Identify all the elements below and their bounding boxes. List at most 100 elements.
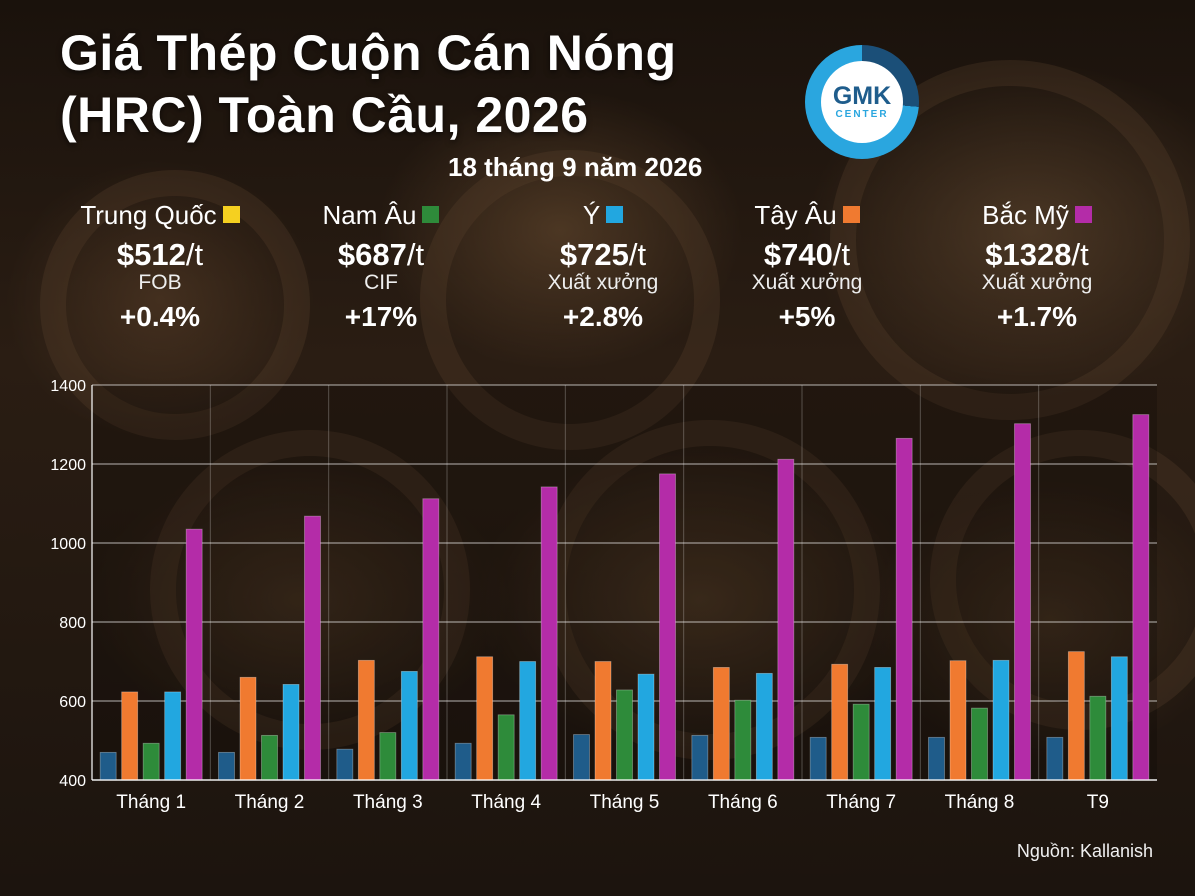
price-card-china: Trung Quốc $512/t FOB +0.4% — [45, 200, 275, 333]
bar — [540, 486, 558, 781]
x-tick-label: Tháng 7 — [826, 792, 896, 813]
bar — [357, 659, 375, 781]
bar — [852, 703, 870, 781]
bar — [304, 515, 321, 781]
bar — [971, 707, 988, 781]
bar — [497, 714, 515, 781]
x-tick-label: Tháng 5 — [590, 792, 660, 813]
card-change: +2.8% — [562, 301, 644, 332]
x-tick-label: T9 — [1087, 792, 1109, 813]
y-tick-label: 600 — [59, 694, 86, 711]
x-tick-label: Tháng 1 — [116, 792, 186, 813]
card-basis: Xuất xưởng — [981, 271, 1093, 294]
gmk-center-logo: GMK CENTER — [805, 45, 919, 159]
card-region: Bắc Mỹ — [982, 200, 1069, 230]
card-price-unit: /t — [185, 237, 204, 272]
y-tick-label: 800 — [59, 615, 86, 632]
source-note: Nguồn: Kallanish — [1016, 841, 1153, 861]
bar — [831, 663, 849, 781]
bar — [777, 458, 795, 781]
card-header: Trung Quốc — [45, 200, 275, 231]
price-card-north-america: Bắc Mỹ $1328/t Xuất xưởng +1.7% — [922, 200, 1152, 333]
price-card-western-europe: Tây Âu $740/t Xuất xưởng +5% — [692, 200, 922, 333]
card-header: Tây Âu — [692, 200, 922, 231]
y-tick-label: 1000 — [50, 536, 86, 553]
card-price: $512/t — [45, 237, 275, 273]
card-price-unit: /t — [406, 237, 425, 272]
bar — [1132, 414, 1150, 781]
bar — [454, 742, 472, 781]
card-price: $687/t — [266, 237, 496, 273]
bar — [637, 673, 655, 781]
bar — [400, 670, 418, 781]
bar — [422, 498, 440, 781]
logo-text: GMK — [832, 82, 892, 110]
bar — [691, 734, 709, 781]
x-tick-label: Tháng 2 — [235, 792, 305, 813]
card-price: $725/t — [488, 237, 718, 273]
card-header: Bắc Mỹ — [922, 200, 1152, 231]
card-price-unit: /t — [832, 237, 851, 272]
bar — [616, 689, 633, 781]
legend-swatch — [842, 206, 860, 223]
chart-title-line-1: Giá Thép Cuộn Cán Nóng — [60, 25, 677, 81]
bar — [164, 691, 182, 781]
y-tick-label: 1200 — [50, 457, 86, 474]
bar — [594, 661, 612, 781]
bar — [476, 656, 494, 781]
bar — [239, 676, 257, 781]
bar — [519, 661, 537, 781]
legend-swatch — [422, 206, 440, 223]
bar — [1046, 736, 1064, 781]
legend-swatch — [606, 206, 624, 223]
bar — [336, 748, 354, 781]
card-price-value: $512 — [116, 237, 186, 272]
bar — [895, 437, 913, 781]
card-price-value: $740 — [763, 237, 833, 272]
card-change: +1.7% — [996, 301, 1078, 332]
bar — [712, 667, 730, 781]
bar — [1089, 695, 1107, 781]
y-tick-label: 400 — [59, 773, 86, 790]
bar — [659, 473, 676, 781]
bar — [261, 734, 278, 781]
bar — [379, 732, 397, 781]
chart-title-line-2: (HRC) Toàn Cầu, 2026 — [60, 87, 589, 143]
bar — [282, 684, 300, 781]
card-header: Nam Âu — [266, 200, 496, 231]
chart-title: Giá Thép Cuộn Cán Nóng (HRC) Toàn Cầu, 2… — [60, 22, 760, 146]
chart-date: 18 tháng 9 năm 2026 — [448, 152, 703, 182]
card-basis: CIF — [364, 271, 398, 294]
bar — [992, 659, 1010, 781]
card-change: +17% — [344, 301, 418, 332]
legend-swatch — [222, 206, 240, 223]
bar — [928, 736, 945, 781]
logo-badge: GMK CENTER — [821, 61, 903, 143]
card-region: Nam Âu — [322, 200, 417, 230]
y-tick-label: 1400 — [50, 378, 86, 395]
card-region: Trung Quốc — [80, 200, 217, 230]
bar — [185, 528, 203, 781]
card-header: Ý — [488, 200, 718, 231]
bar — [874, 667, 892, 781]
card-price-value: $1328 — [985, 237, 1072, 272]
card-basis: Xuất xưởng — [751, 271, 863, 294]
card-region: Ý — [582, 200, 601, 230]
x-tick-label: Tháng 6 — [708, 792, 778, 813]
card-price: $1328/t — [922, 237, 1152, 273]
card-price: $740/t — [692, 237, 922, 273]
legend-swatch — [1074, 206, 1092, 223]
x-tick-label: Tháng 8 — [945, 792, 1015, 813]
price-card-southern-europe: Nam Âu $687/t CIF +17% — [266, 200, 496, 333]
bar — [949, 660, 967, 781]
bar — [734, 699, 752, 781]
bar — [573, 734, 590, 781]
card-price-value: $687 — [337, 237, 407, 272]
x-tick-label: Tháng 4 — [471, 792, 541, 813]
card-price-unit: /t — [1071, 237, 1089, 272]
bar — [142, 742, 160, 781]
card-basis: FOB — [138, 271, 182, 294]
price-card-italy: Ý $725/t Xuất xưởng +2.8% — [488, 200, 718, 333]
x-tick-label: Tháng 3 — [353, 792, 423, 813]
